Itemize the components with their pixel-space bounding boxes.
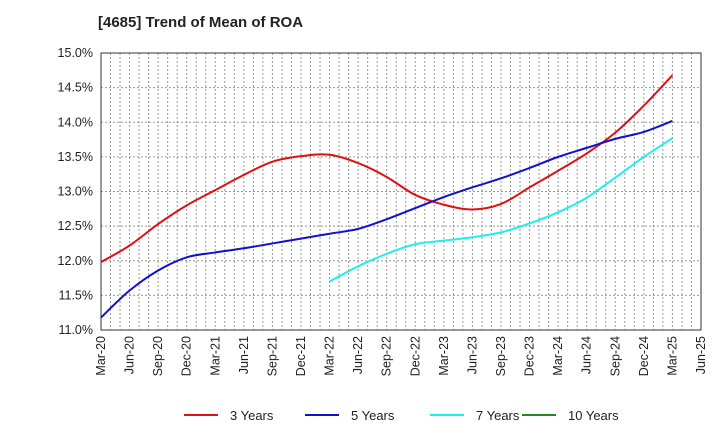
- y-tick-label: 14.5%: [58, 81, 93, 95]
- x-tick-label: Jun-22: [351, 336, 365, 374]
- x-tick-label: Jun-23: [465, 336, 479, 374]
- y-tick-label: 11.0%: [58, 323, 93, 337]
- legend-label: 3 Years: [230, 407, 274, 423]
- chart-legend: 3 Years 5 Years 7 Years 10 Years: [0, 404, 720, 426]
- legend-swatch: [430, 414, 464, 416]
- y-tick-label: 12.0%: [58, 254, 93, 268]
- legend-item: 3 Years: [184, 404, 273, 426]
- legend-label: 5 Years: [351, 407, 395, 423]
- legend-item: 10 Years: [522, 404, 619, 426]
- legend-swatch: [522, 414, 556, 416]
- x-tick-label: Dec-22: [408, 336, 422, 376]
- y-tick-label: 15.0%: [58, 46, 93, 60]
- x-tick-label: Mar-23: [437, 336, 451, 376]
- x-tick-label: Sep-24: [608, 336, 622, 376]
- x-tick-label: Sep-21: [265, 336, 279, 376]
- x-tick-label: Sep-23: [494, 336, 508, 376]
- x-tick-label: Mar-25: [665, 336, 679, 376]
- x-tick-label: Mar-21: [208, 336, 222, 376]
- x-tick-label: Mar-24: [551, 336, 565, 376]
- x-tick-label: Dec-20: [180, 336, 194, 376]
- y-tick-label: 14.0%: [58, 115, 93, 129]
- x-tick-label: Dec-23: [523, 336, 537, 376]
- x-tick-label: Jun-25: [694, 336, 708, 374]
- y-tick-label: 13.0%: [58, 185, 93, 199]
- x-tick-label: Mar-22: [323, 336, 337, 376]
- x-tick-label: Dec-24: [637, 336, 651, 376]
- x-tick-label: Jun-21: [237, 336, 251, 374]
- y-tick-label: 13.5%: [58, 150, 93, 164]
- y-tick-label: 12.5%: [58, 219, 93, 233]
- legend-item: 7 Years: [430, 404, 519, 426]
- x-tick-label: Dec-21: [294, 336, 308, 376]
- legend-label: 10 Years: [568, 407, 619, 423]
- legend-swatch: [305, 414, 339, 416]
- x-tick-label: Jun-24: [580, 336, 594, 374]
- x-tick-label: Sep-22: [380, 336, 394, 376]
- legend-label: 7 Years: [476, 407, 520, 423]
- series-line-5-years: [100, 119, 673, 319]
- legend-swatch: [184, 414, 218, 416]
- series-line-7-years: [329, 137, 673, 283]
- x-tick-label: Sep-20: [151, 336, 165, 376]
- chart-title: [4685] Trend of Mean of ROA: [98, 14, 304, 31]
- y-tick-label: 11.5%: [58, 288, 93, 302]
- plot-border: [100, 52, 702, 331]
- x-tick-label: Jun-20: [123, 336, 137, 374]
- series-line-3-years: [100, 74, 674, 263]
- legend-item: 5 Years: [305, 404, 394, 426]
- x-tick-label: Mar-20: [94, 336, 108, 376]
